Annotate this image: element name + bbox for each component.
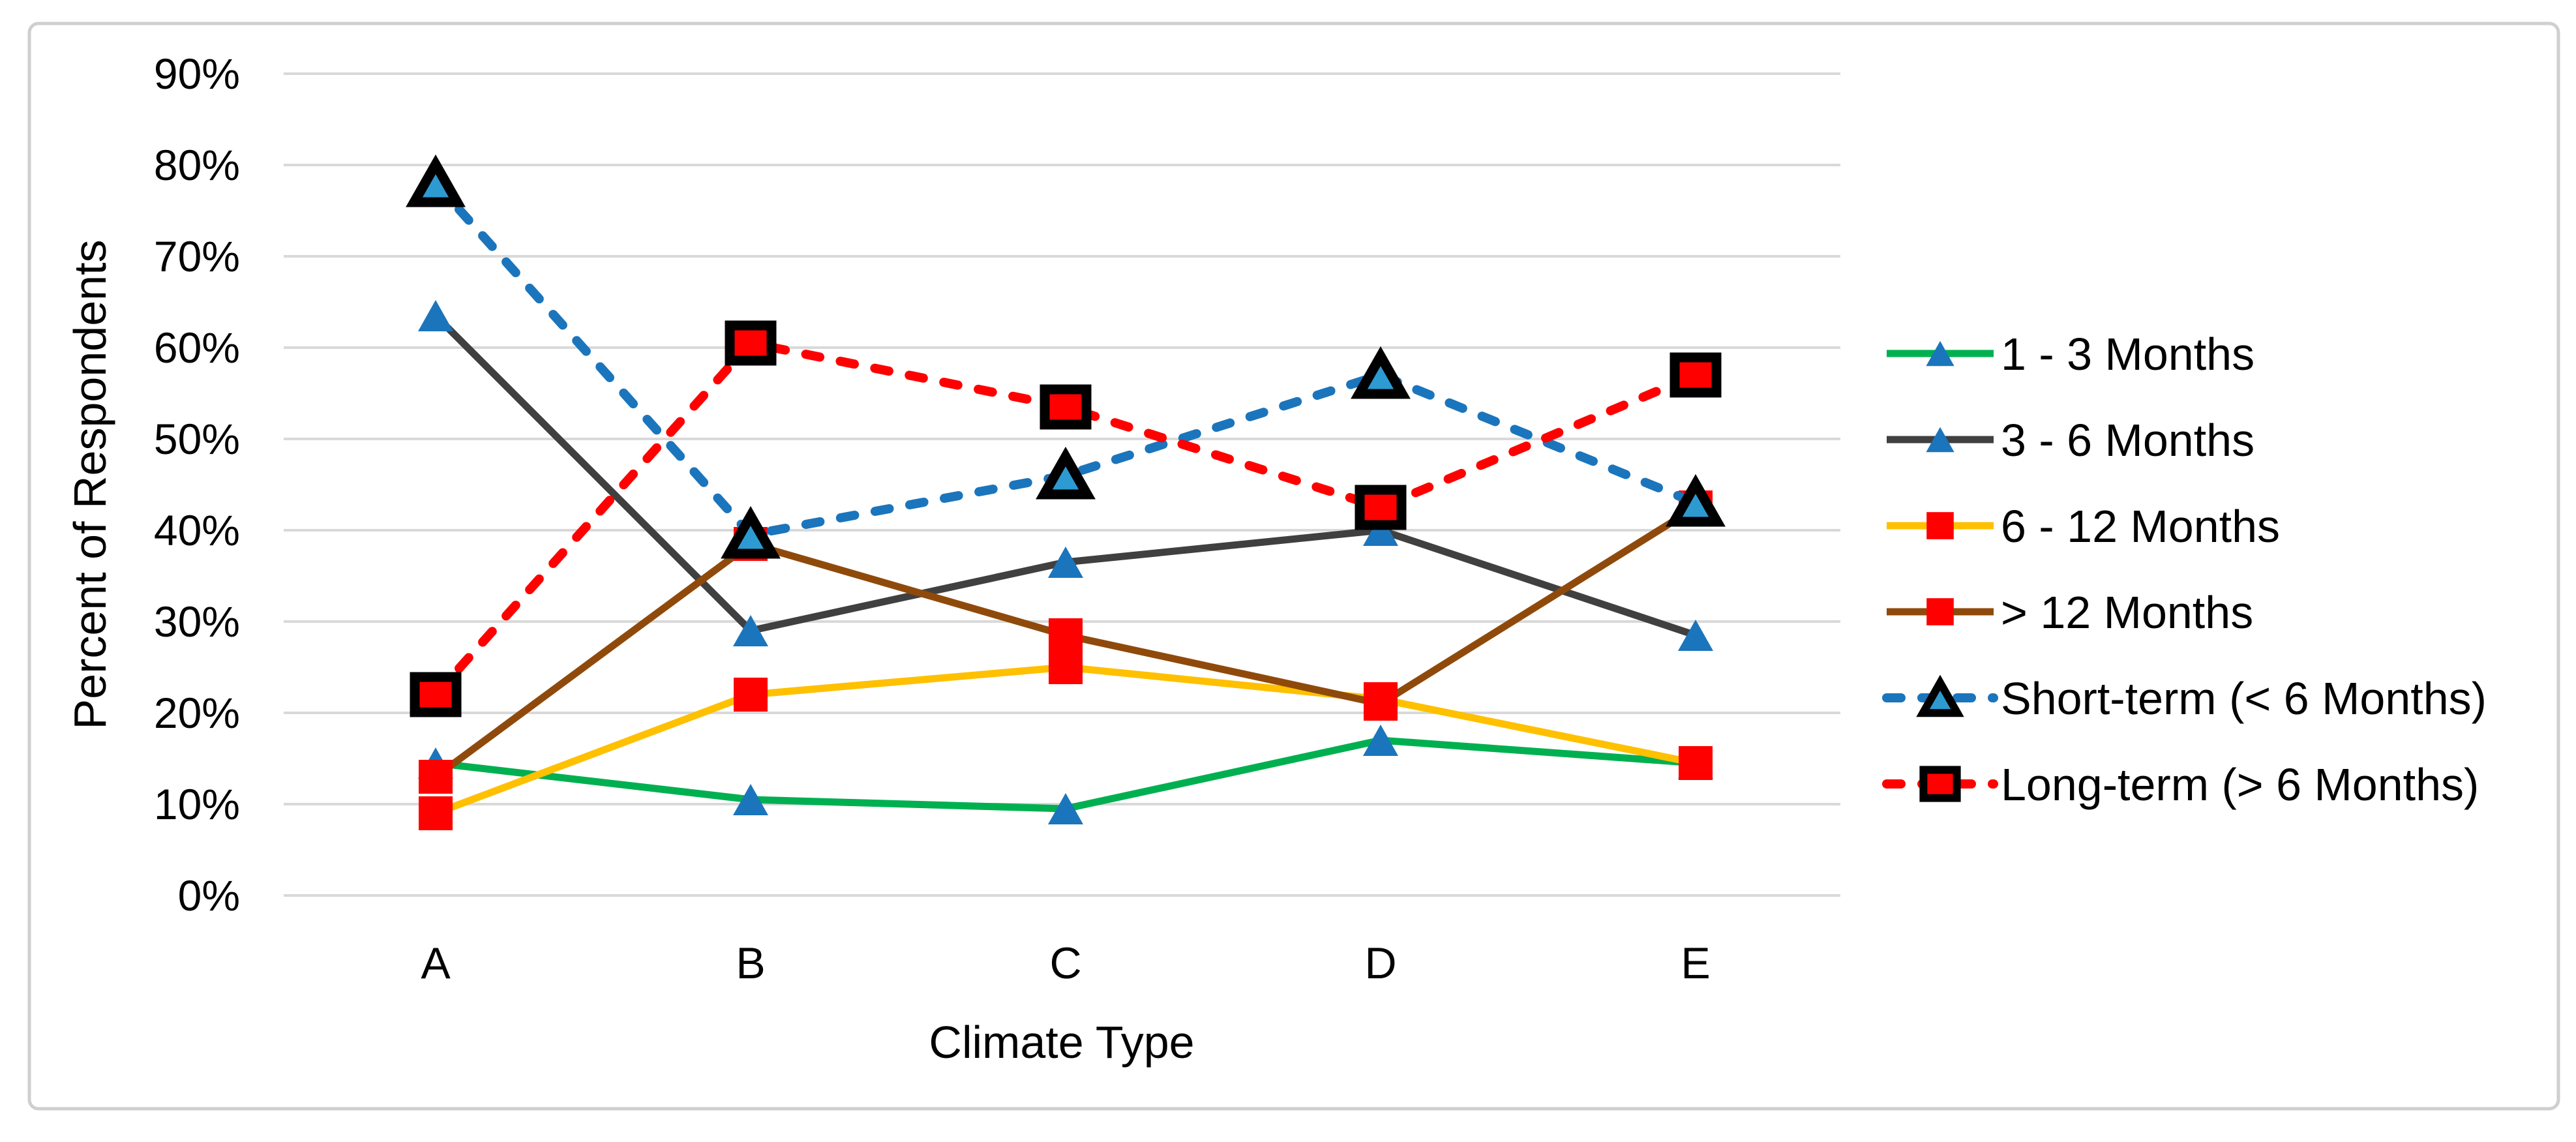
gridlines [284,72,1840,897]
data-point-marker [410,672,462,717]
legend-label: Long-term (> 6 Months) [2001,759,2479,810]
legend-item-1-3-months: 1 - 3 Months [1887,329,2254,380]
x-category-label: C [1049,939,1081,988]
data-point-marker [1040,384,1092,430]
data-point-marker [733,784,768,815]
data-point-marker [1364,687,1398,721]
data-point-marker [1678,620,1713,651]
x-axis-category-labels: A B C D E [421,939,1710,988]
data-point-marker [419,796,453,830]
plot-series [406,154,1726,830]
series-short-term-6-months [406,154,1726,559]
y-tick-label: 70% [154,232,240,280]
data-point-marker [1049,618,1083,652]
legend-item-12-months: > 12 Months [1887,587,2253,638]
y-tick-label: 20% [154,689,240,737]
x-category-label: B [736,939,765,988]
data-point-marker [1916,674,1964,717]
legend-label: 1 - 3 Months [2001,329,2254,380]
data-point-marker [1049,650,1083,684]
y-tick-label: 50% [154,415,240,463]
data-point-marker [1926,512,1954,539]
data-point-marker [1666,473,1726,527]
data-point-marker [1926,427,1954,453]
legend-label: 3 - 6 Months [2001,415,2254,466]
data-point-marker [1926,340,1954,367]
legend-item-3-6-months: 3 - 6 Months [1887,415,2254,466]
data-point-marker [1679,746,1713,780]
legend-label: Short-term (< 6 Months) [2001,673,2487,724]
y-tick-label: 60% [154,323,240,372]
legend: 1 - 3 Months 3 - 6 Months 6 - 12 Months > 1… [1882,329,2487,810]
data-point-marker [725,320,777,366]
y-tick-label: 10% [154,780,240,828]
data-point-marker [1363,515,1398,546]
data-point-marker [1048,547,1083,578]
data-point-marker [721,505,781,559]
x-category-label: D [1364,939,1396,988]
legend-item-short-term-6-months: Short-term (< 6 Months) [1882,673,2487,724]
data-point-marker [419,760,453,794]
data-point-marker [1048,793,1083,824]
data-point-marker [418,300,453,331]
data-point-marker [1919,766,1961,802]
y-tick-label: 40% [154,506,240,554]
data-point-marker [1926,598,1954,625]
y-tick-label: 80% [154,141,240,189]
chart-border [27,22,2560,1111]
data-point-marker [1363,725,1398,756]
y-tick-label: 30% [154,597,240,646]
data-point-marker [1355,485,1407,530]
series-long-term-6-months [410,320,1722,717]
data-point-marker [1670,352,1722,398]
legend-label: > 12 Months [2001,587,2253,638]
data-point-marker [733,615,768,646]
data-point-marker [406,154,466,207]
x-category-label: E [1681,939,1710,988]
y-axis-tick-labels: 0% 10% 20% 30% 40% 50% 60% 70% 80% 90% [154,50,240,920]
legend-item-long-term-6-months: Long-term (> 6 Months) [1882,759,2479,810]
data-point-marker [1351,346,1411,399]
series-3-6-months [418,300,1713,651]
legend-label: 6 - 12 Months [2001,501,2280,552]
legend-item-6-12-months: 6 - 12 Months [1887,501,2280,552]
series-6-12-months [419,650,1713,830]
y-axis-title: Percent of Respondents [65,239,115,729]
x-category-label: A [421,939,451,988]
y-tick-label: 90% [154,50,240,98]
data-point-marker [734,678,768,712]
data-point-marker [1036,446,1096,500]
x-axis-title: Climate Type [929,1017,1194,1068]
y-tick-label: 0% [178,871,240,920]
